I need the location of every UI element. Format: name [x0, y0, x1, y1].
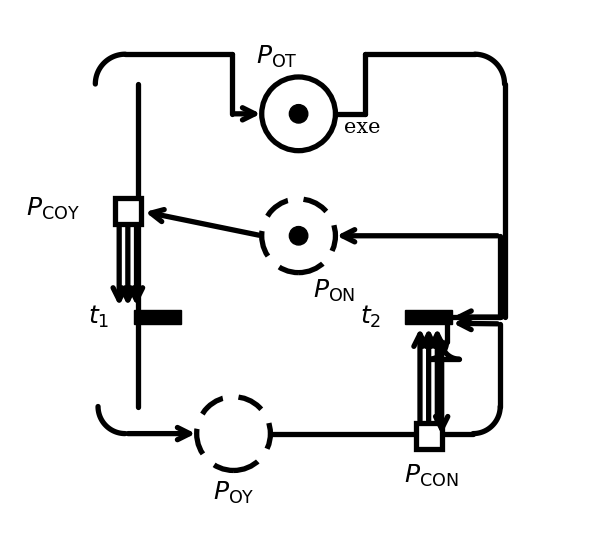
Circle shape — [289, 105, 308, 123]
Circle shape — [261, 77, 336, 151]
Text: $t_2$: $t_2$ — [359, 304, 381, 330]
Circle shape — [196, 397, 271, 470]
Circle shape — [289, 227, 308, 245]
Circle shape — [261, 199, 336, 273]
Bar — [416, 423, 441, 449]
Text: $P_{\mathrm{OY}}$: $P_{\mathrm{OY}}$ — [213, 480, 254, 506]
Bar — [406, 310, 452, 324]
Text: $t_1$: $t_1$ — [89, 304, 110, 330]
Text: $P_{\mathrm{COY}}$: $P_{\mathrm{COY}}$ — [26, 196, 80, 222]
Text: $P_{\mathrm{ON}}$: $P_{\mathrm{ON}}$ — [313, 278, 355, 304]
Text: $P_{\mathrm{OT}}$: $P_{\mathrm{OT}}$ — [256, 44, 298, 70]
Bar — [115, 198, 141, 224]
Bar — [134, 310, 181, 324]
Text: exe: exe — [344, 118, 380, 137]
Text: $P_{\mathrm{CON}}$: $P_{\mathrm{CON}}$ — [404, 463, 458, 489]
